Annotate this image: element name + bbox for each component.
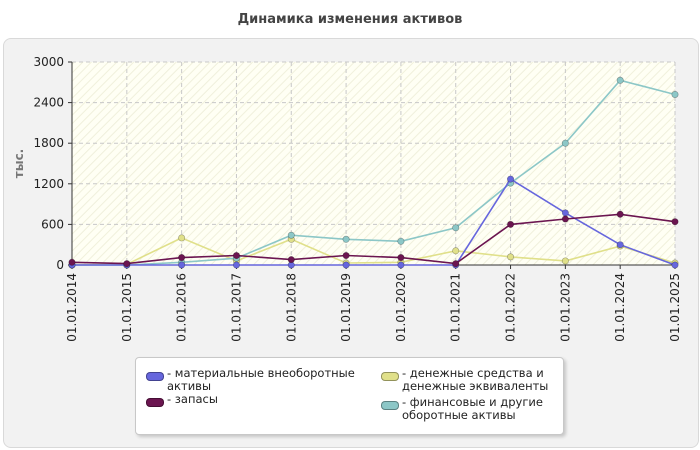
y-axis-label: тыс. [12, 149, 26, 178]
x-tick-label: 01.01.2019 [339, 273, 353, 342]
data-point-inventories [397, 254, 405, 262]
data-point-tangible-assets [507, 175, 515, 183]
legend-label-tangible-assets: - материальные внеоборотные активы [167, 366, 355, 393]
legend-swatch-financial-assets [381, 401, 399, 410]
series-line-inventories [71, 213, 676, 265]
x-tick-label: 01.01.2020 [394, 273, 408, 342]
y-tick-label: 1200 [33, 177, 64, 191]
data-point-financial-assets [671, 90, 679, 98]
x-tick-label: 01.01.2024 [613, 273, 627, 342]
data-point-inventories [123, 260, 131, 268]
data-point-financial-assets [397, 237, 405, 245]
legend-swatch-tangible-assets [146, 372, 164, 381]
data-point-inventories [178, 254, 186, 262]
y-tick-label: 0 [56, 258, 64, 272]
data-point-tangible-assets [671, 261, 679, 269]
data-point-inventories [68, 258, 76, 266]
legend: - материальные внеоборотные активы - зап… [135, 357, 564, 435]
data-point-inventories [671, 218, 679, 226]
y-tick-label: 3000 [33, 55, 64, 69]
data-point-tangible-assets [232, 261, 240, 269]
x-tick-label: 01.01.2017 [229, 273, 243, 342]
chart-title: Динамика изменения активов [237, 12, 463, 27]
data-point-inventories [452, 260, 460, 268]
data-point-tangible-assets [178, 261, 186, 269]
legend-item-cash: - денежные средства и денежные эквивален… [381, 367, 561, 393]
data-point-inventories [561, 215, 569, 223]
data-point-inventories [507, 220, 515, 228]
x-tick-label: 01.01.2021 [449, 273, 463, 342]
x-tick-label: 01.01.2018 [284, 273, 298, 342]
data-point-tangible-assets [561, 209, 569, 217]
data-point-financial-assets [342, 235, 350, 243]
y-tick-label: 1800 [33, 136, 64, 150]
data-point-financial-assets [616, 76, 624, 84]
legend-label-inventories: - запасы [167, 392, 218, 406]
data-point-cash [452, 247, 460, 255]
legend-item-tangible-assets: - материальные внеоборотные активы [146, 367, 361, 393]
data-point-tangible-assets [397, 261, 405, 269]
data-point-cash [561, 257, 569, 265]
data-point-inventories [232, 252, 240, 260]
series-line-financial-assets [72, 79, 676, 266]
data-point-inventories [616, 210, 624, 218]
x-tick-label: 01.01.2014 [65, 273, 79, 342]
legend-label-cash: - денежные средства и денежные эквивален… [402, 366, 549, 393]
data-point-financial-assets [287, 231, 295, 239]
legend-label-financial-assets: - финансовые и другие оборотные активы [402, 395, 543, 422]
x-tick-label: 01.01.2023 [558, 273, 572, 342]
legend-item-inventories: - запасы [146, 393, 361, 407]
data-point-cash [507, 253, 515, 261]
x-tick-label: 01.01.2015 [120, 273, 134, 342]
legend-item-financial-assets: - финансовые и другие оборотные активы [381, 396, 561, 422]
data-point-tangible-assets [616, 241, 624, 249]
legend-swatch-inventories [146, 398, 164, 407]
x-tick-label: 01.01.2025 [668, 273, 682, 342]
data-point-tangible-assets [342, 261, 350, 269]
data-point-financial-assets [561, 139, 569, 147]
data-point-cash [178, 234, 186, 242]
data-point-financial-assets [452, 224, 460, 232]
data-point-inventories [287, 256, 295, 264]
legend-swatch-cash [381, 372, 399, 381]
data-point-inventories [342, 252, 350, 260]
y-tick-label: 2400 [33, 96, 64, 110]
y-tick-label: 600 [41, 217, 64, 231]
series-line-cash [71, 237, 676, 266]
x-tick-label: 01.01.2016 [175, 273, 189, 342]
plot-area [72, 62, 675, 265]
x-tick-label: 01.01.2022 [504, 273, 518, 342]
